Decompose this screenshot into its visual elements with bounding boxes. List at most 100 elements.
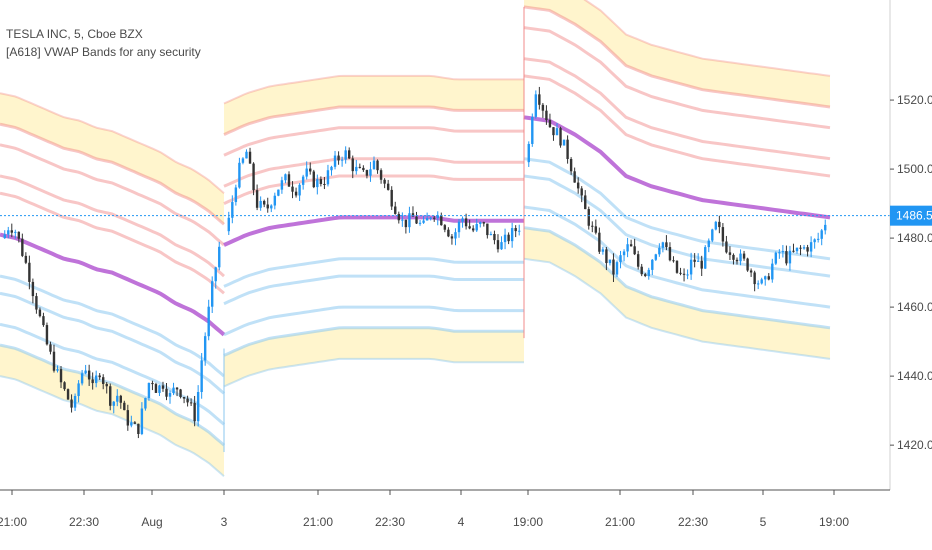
candle-body[interactable] xyxy=(379,170,383,180)
candle-body[interactable] xyxy=(301,176,305,185)
candle-body[interactable] xyxy=(42,316,45,326)
candle-body[interactable] xyxy=(802,247,806,249)
candle-body[interactable] xyxy=(66,389,70,400)
candle-body[interactable] xyxy=(397,213,400,221)
candle-body[interactable] xyxy=(87,370,91,380)
candle-body[interactable] xyxy=(612,259,615,275)
candle-body[interactable] xyxy=(344,150,347,160)
candle-body[interactable] xyxy=(358,166,362,168)
candle-body[interactable] xyxy=(749,270,753,273)
candle-body[interactable] xyxy=(3,234,6,239)
candle-body[interactable] xyxy=(119,395,122,403)
candle-body[interactable] xyxy=(679,272,682,274)
candle-body[interactable] xyxy=(753,272,756,285)
candle-body[interactable] xyxy=(658,247,661,255)
candle-body[interactable] xyxy=(429,217,432,219)
candle-body[interactable] xyxy=(813,239,816,243)
candle-body[interactable] xyxy=(665,242,668,248)
candle-body[interactable] xyxy=(28,262,31,282)
candle-body[interactable] xyxy=(507,234,510,242)
candle-body[interactable] xyxy=(126,410,130,426)
candle-body[interactable] xyxy=(479,222,482,225)
candle-body[interactable] xyxy=(123,402,126,411)
candle-body[interactable] xyxy=(270,205,273,209)
candle-body[interactable] xyxy=(172,387,175,394)
candle-body[interactable] xyxy=(277,189,280,196)
candle-body[interactable] xyxy=(154,384,158,393)
candle-body[interactable] xyxy=(291,186,294,192)
last-price-tag[interactable] xyxy=(890,205,932,226)
candle-body[interactable] xyxy=(116,395,119,402)
candle-body[interactable] xyxy=(619,255,622,263)
candle-body[interactable] xyxy=(615,262,619,275)
candle-body[interactable] xyxy=(820,230,823,239)
candle-body[interactable] xyxy=(682,273,686,275)
candle-body[interactable] xyxy=(38,309,42,317)
indicator-title[interactable]: [A618] VWAP Bands for any security xyxy=(6,45,201,59)
candle-body[interactable] xyxy=(140,408,144,434)
candle-body[interactable] xyxy=(601,249,605,252)
candle-body[interactable] xyxy=(196,392,200,422)
candle-body[interactable] xyxy=(411,213,415,217)
candle-body[interactable] xyxy=(541,104,545,111)
candle-body[interactable] xyxy=(534,94,538,117)
candle-body[interactable] xyxy=(500,242,503,250)
candle-body[interactable] xyxy=(785,251,788,264)
candle-body[interactable] xyxy=(80,373,84,384)
candle-body[interactable] xyxy=(227,217,230,232)
candle-body[interactable] xyxy=(711,229,714,241)
candle-body[interactable] xyxy=(7,230,10,235)
candle-body[interactable] xyxy=(355,166,358,172)
candle-body[interactable] xyxy=(252,163,255,191)
candle-body[interactable] xyxy=(742,253,746,259)
candle-body[interactable] xyxy=(147,382,151,399)
candle-body[interactable] xyxy=(273,195,277,206)
candle-body[interactable] xyxy=(636,254,640,267)
symbol-title[interactable]: TESLA INC, 5, Cboe BZX xyxy=(6,27,143,41)
candle-body[interactable] xyxy=(809,242,813,252)
candle-body[interactable] xyxy=(45,325,49,345)
candle-body[interactable] xyxy=(35,296,38,310)
candle-body[interactable] xyxy=(707,240,710,248)
candle-body[interactable] xyxy=(175,387,179,390)
candle-body[interactable] xyxy=(598,232,601,252)
candle-body[interactable] xyxy=(10,230,13,233)
candle-body[interactable] xyxy=(130,422,133,426)
candle-body[interactable] xyxy=(422,220,425,223)
candle-body[interactable] xyxy=(689,259,693,275)
candle-body[interactable] xyxy=(732,254,735,260)
candle-body[interactable] xyxy=(503,234,507,243)
candle-body[interactable] xyxy=(806,247,809,252)
candle-body[interactable] xyxy=(372,160,376,170)
candle-body[interactable] xyxy=(241,158,245,163)
candle-body[interactable] xyxy=(316,179,319,188)
candle-body[interactable] xyxy=(696,260,700,262)
candle-body[interactable] xyxy=(24,255,28,263)
candle-body[interactable] xyxy=(443,225,447,230)
candle-body[interactable] xyxy=(418,222,422,224)
candle-body[interactable] xyxy=(259,200,262,208)
candle-body[interactable] xyxy=(672,260,675,262)
candle-body[interactable] xyxy=(436,215,439,219)
candle-body[interactable] xyxy=(661,242,665,248)
candle-body[interactable] xyxy=(408,213,411,228)
candle-body[interactable] xyxy=(309,168,312,172)
candle-body[interactable] xyxy=(569,159,573,172)
candle-body[interactable] xyxy=(245,151,248,159)
candle-body[interactable] xyxy=(21,238,24,256)
candle-body[interactable] xyxy=(788,250,792,264)
candle-body[interactable] xyxy=(584,195,587,210)
candle-body[interactable] xyxy=(312,171,315,188)
candle-body[interactable] xyxy=(518,230,521,232)
candle-body[interactable] xyxy=(31,281,35,297)
candle-body[interactable] xyxy=(651,259,654,270)
candle-body[interactable] xyxy=(280,180,284,190)
candle-body[interactable] xyxy=(489,233,493,236)
candle-body[interactable] xyxy=(514,228,517,232)
candle-body[interactable] xyxy=(362,167,365,171)
candle-body[interactable] xyxy=(333,155,337,167)
candle-body[interactable] xyxy=(700,260,703,269)
candle-body[interactable] xyxy=(165,388,168,397)
candle-body[interactable] xyxy=(605,249,608,264)
candle-body[interactable] xyxy=(718,221,721,228)
